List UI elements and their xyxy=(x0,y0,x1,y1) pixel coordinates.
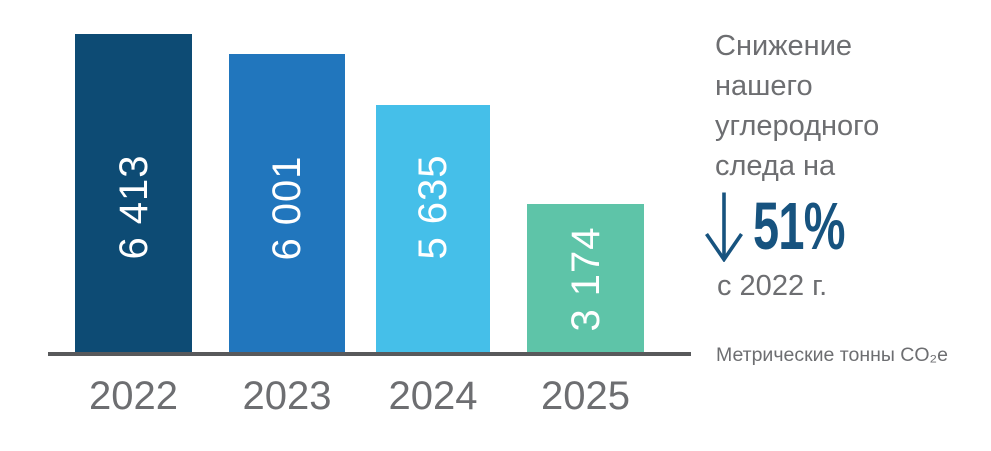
down-arrow-icon xyxy=(705,192,743,262)
x-axis-line xyxy=(48,352,691,356)
bar-value-label: 6 413 xyxy=(111,154,156,260)
bar-2024: 5 635 xyxy=(376,105,490,352)
unit-note: Метрические тонны CO₂e xyxy=(716,344,948,366)
x-tick-2023: 2023 xyxy=(242,374,332,418)
reduction-stat: 51% xyxy=(704,190,884,263)
x-tick-2025: 2025 xyxy=(541,374,630,418)
bar-value-label: 6 001 xyxy=(265,155,309,261)
annotation-heading: Снижение нашего углеродного следа на xyxy=(715,30,880,182)
reduction-percent: 51% xyxy=(753,189,845,264)
bar-value-label: 5 635 xyxy=(411,154,455,260)
bar-2023: 6 001 xyxy=(229,54,345,352)
x-tick-2024: 2024 xyxy=(388,374,478,418)
since-year-text: с 2022 г. xyxy=(717,270,828,302)
bar-value-label: 3 174 xyxy=(563,226,608,332)
bar-2022: 6 413 xyxy=(75,34,192,352)
bar-2025: 3 174 xyxy=(527,204,644,352)
x-tick-2022: 2022 xyxy=(89,374,178,418)
